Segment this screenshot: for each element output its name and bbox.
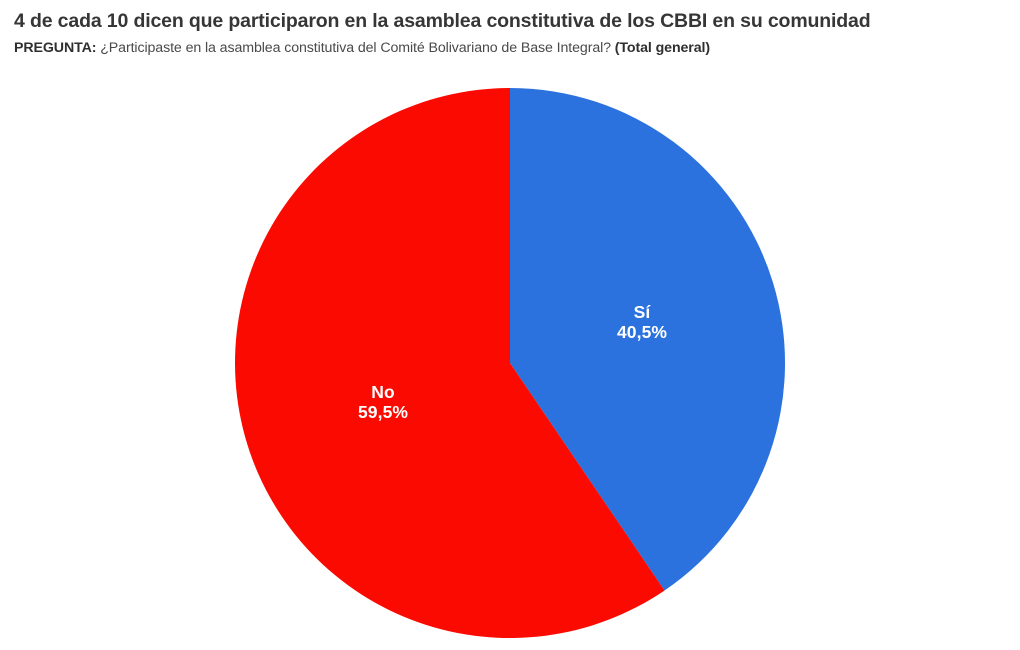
chart-header: 4 de cada 10 dicen que participaron en l… bbox=[14, 9, 1006, 57]
subtitle-lead-label: PREGUNTA: bbox=[14, 40, 97, 56]
chart-subtitle: PREGUNTA: ¿Participaste en la asamblea c… bbox=[14, 39, 1006, 57]
subtitle-scope-label: (Total general) bbox=[614, 40, 710, 56]
pie-slice-no[interactable] bbox=[235, 88, 665, 638]
page-title: 4 de cada 10 dicen que participaron en l… bbox=[14, 10, 871, 32]
pie-slices-group bbox=[235, 88, 786, 638]
subtitle-question-text: ¿Participaste en la asamblea constitutiv… bbox=[100, 40, 611, 56]
pie-slice-si[interactable] bbox=[510, 88, 786, 591]
